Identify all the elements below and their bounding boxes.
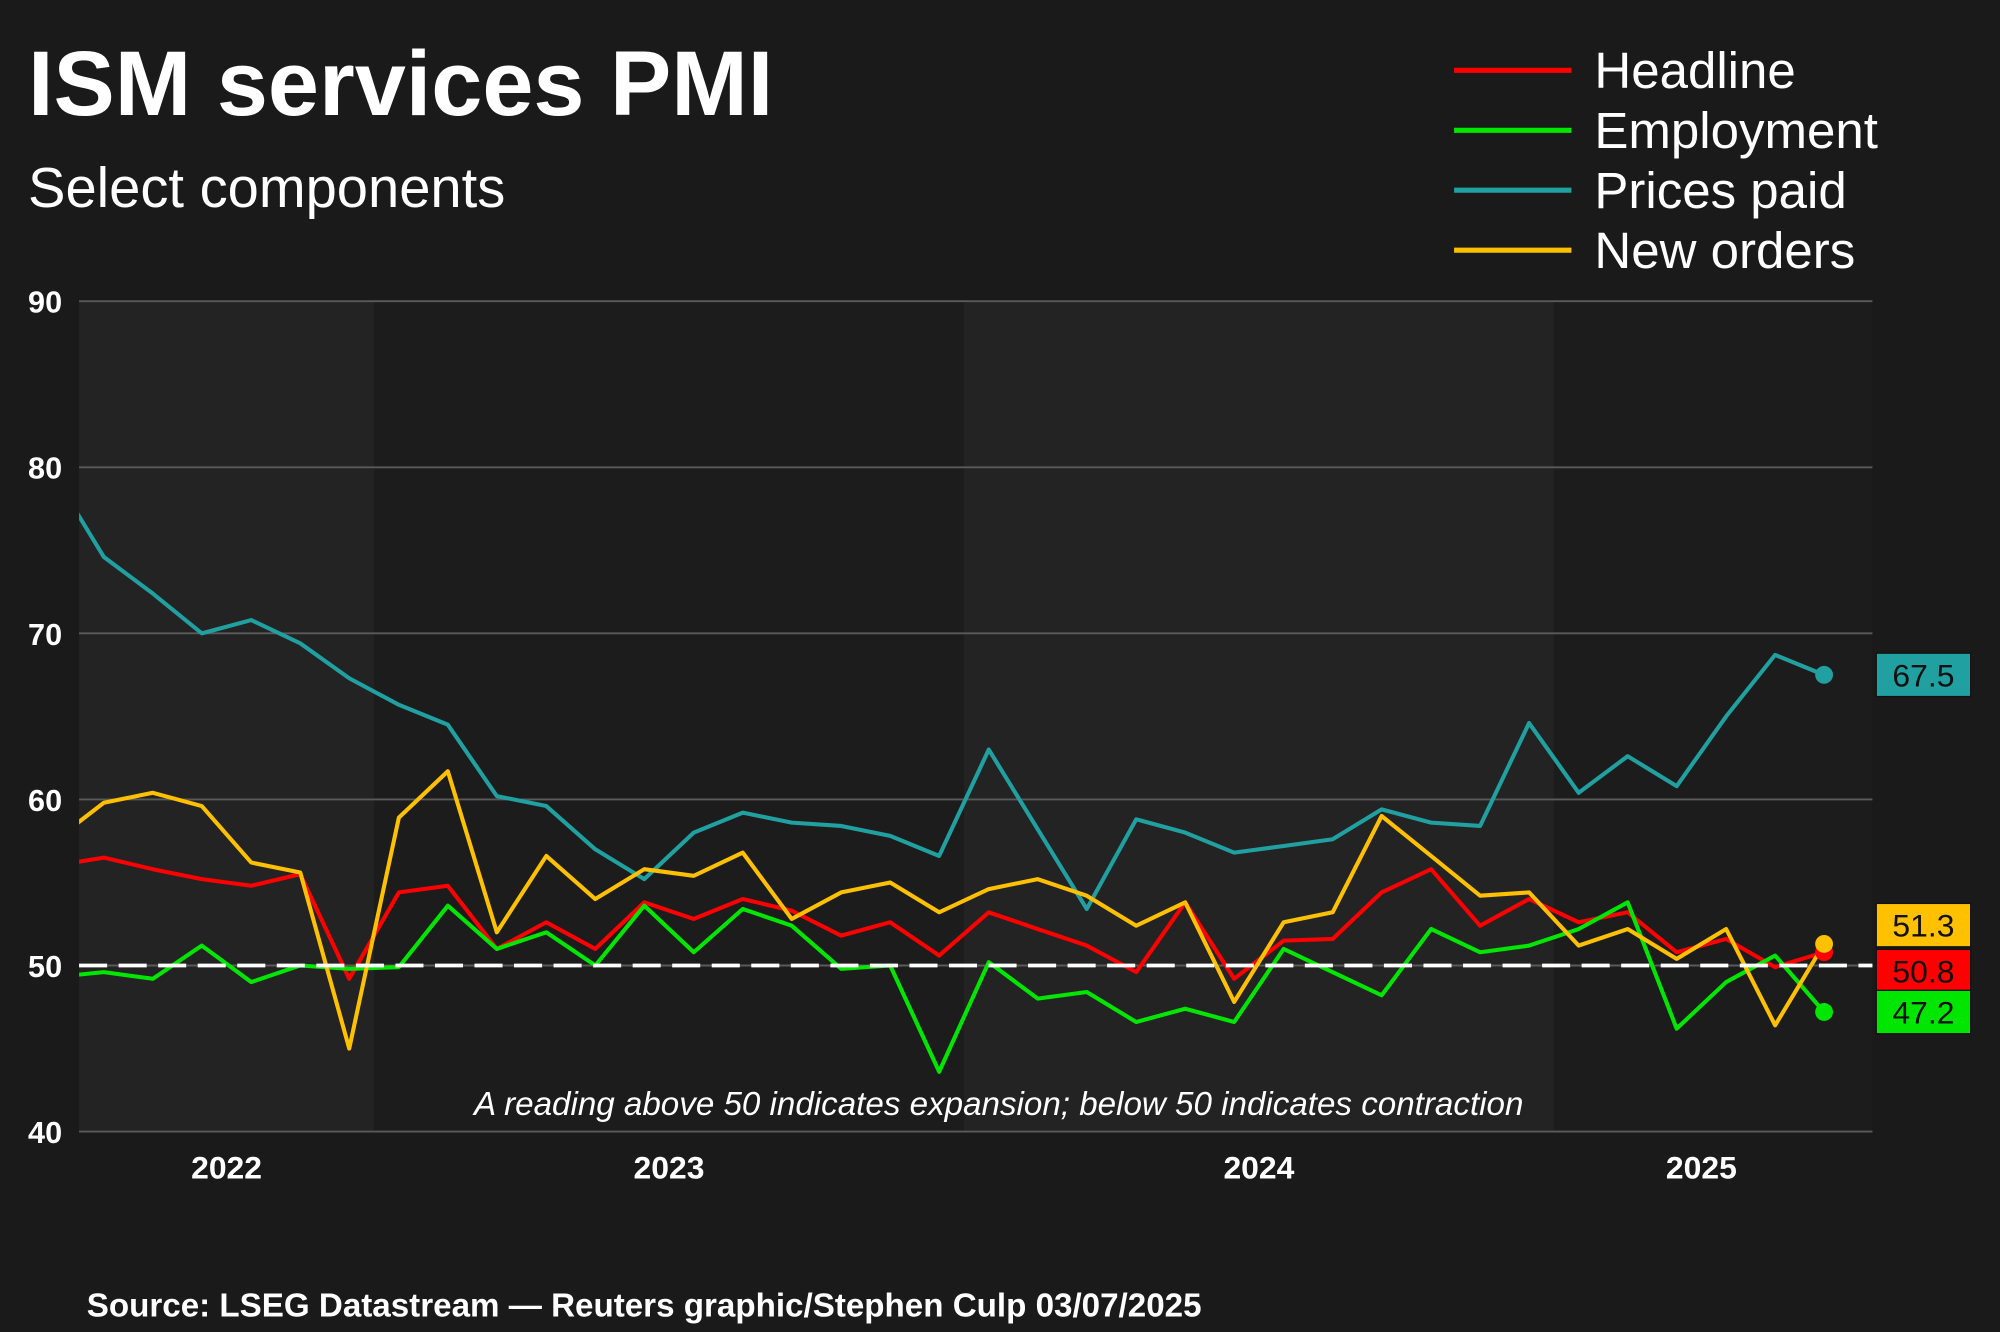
series-line [79, 512, 1825, 912]
series-line [79, 900, 1826, 1074]
legend-label: Employment [1594, 102, 1878, 159]
y-tick-label: 90 [28, 286, 62, 320]
value-label: 67.5 [1892, 657, 1954, 693]
value-label-box [1875, 902, 1972, 948]
value-label: 50.8 [1892, 953, 1954, 989]
chart-subtitle: Select components [28, 156, 505, 219]
x-tick-label: 2024 [1223, 1150, 1294, 1186]
y-tick-label: 40 [28, 1116, 62, 1150]
end-dot [1815, 1003, 1834, 1021]
end-dot [1815, 934, 1834, 953]
x-tick-label: 2025 [1666, 1150, 1737, 1186]
x-tick-label: 2022 [191, 1150, 262, 1186]
legend-label: New orders [1594, 222, 1855, 279]
legend-label: Headline [1594, 42, 1795, 99]
value-label-box [1875, 989, 1972, 1035]
year-band [374, 301, 964, 1132]
annotation: A reading above 50 indicates expansion; … [472, 1086, 1523, 1123]
lines [79, 512, 1826, 1074]
year-bands [79, 301, 1873, 1132]
y-tick-label: 70 [28, 618, 62, 652]
y-tick-label: 50 [28, 950, 62, 984]
value-label: 51.3 [1892, 908, 1954, 944]
chart-title: ISM services PMI [28, 33, 773, 135]
value-label: 47.2 [1892, 994, 1954, 1030]
source: Source: LSEG Datastream — Reuters graphi… [87, 1288, 1202, 1325]
series-line [79, 855, 1825, 981]
x-tick-label: 2023 [634, 1150, 705, 1186]
overlay: 2022 2023 2024 2025 50.8 47.2 67.5 51.3 Headline… [79, 42, 1972, 1186]
legend-label: Prices paid [1594, 162, 1846, 219]
end-dot [1815, 665, 1834, 684]
y-tick-label: 60 [28, 784, 62, 818]
y-tick-label: 80 [28, 452, 62, 486]
year-band [79, 301, 375, 1132]
year-band [963, 301, 1554, 1132]
value-label-box [1875, 652, 1972, 698]
series-line [79, 769, 1826, 1051]
